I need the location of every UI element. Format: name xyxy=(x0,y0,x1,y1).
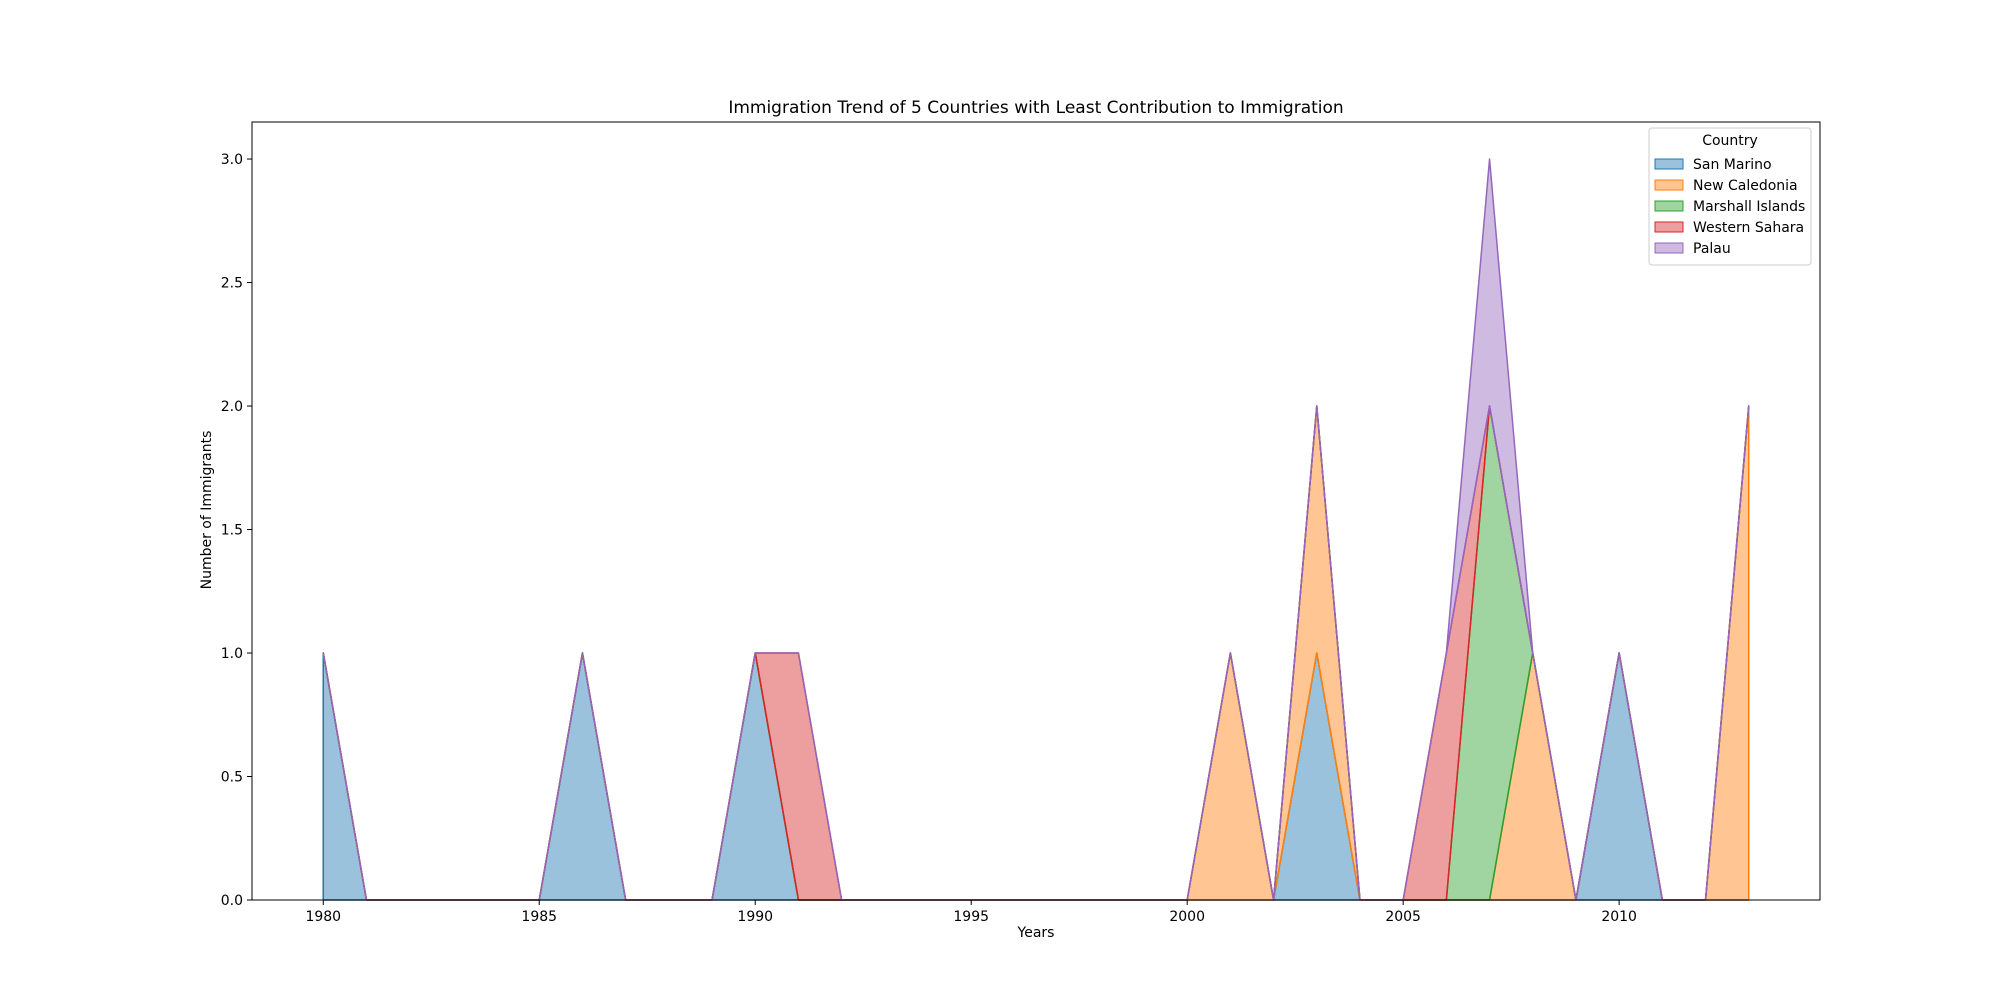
area-new-caledonia xyxy=(322,405,1750,901)
area-palau xyxy=(322,158,1750,901)
y-tick-label: 0.0 xyxy=(221,893,243,909)
legend-swatch-marshall-islands xyxy=(1654,200,1684,212)
plot-frame xyxy=(251,121,1821,901)
x-tick-label: 1995 xyxy=(953,909,989,925)
x-tick-label: 2010 xyxy=(1601,909,1637,925)
area-layers xyxy=(322,158,1750,901)
x-axis-label: Years xyxy=(1017,925,1055,941)
legend-swatch-western-sahara xyxy=(1654,221,1684,233)
legend-swatch-san-marino xyxy=(1654,158,1684,170)
legend-label-western-sahara: Western Sahara xyxy=(1693,220,1804,236)
x-tick-label: 2005 xyxy=(1385,909,1421,925)
legend-box xyxy=(1648,127,1812,266)
legend-swatch-new-caledonia xyxy=(1654,179,1684,191)
legend-title: Country xyxy=(1702,133,1758,149)
x-tick-label: 2000 xyxy=(1169,909,1205,925)
y-tick-label: 0.5 xyxy=(221,770,243,786)
legend-label-palau: Palau xyxy=(1693,241,1731,257)
chart-title: Immigration Trend of 5 Countries with Le… xyxy=(728,98,1343,118)
legend-label-new-caledonia: New Caledonia xyxy=(1693,178,1798,194)
y-tick-label: 1.5 xyxy=(221,523,243,539)
legend-label-san-marino: San Marino xyxy=(1693,157,1772,173)
y-tick-label: 3.0 xyxy=(221,152,243,168)
legend-label-marshall-islands: Marshall Islands xyxy=(1693,199,1805,215)
x-tick-label: 1990 xyxy=(737,909,773,925)
x-axis-ticks: 1980 1985 1990 1995 2000 2005 2010 xyxy=(305,900,1637,925)
y-tick-label: 2.5 xyxy=(221,276,243,292)
y-tick-label: 2.0 xyxy=(221,399,243,415)
legend-swatch-palau xyxy=(1654,242,1684,254)
y-axis-label: Number of Immigrants xyxy=(199,431,215,590)
y-axis-ticks: 0.0 0.5 1.0 1.5 2.0 2.5 3.0 xyxy=(221,152,252,909)
x-tick-label: 1985 xyxy=(521,909,557,925)
x-tick-label: 1980 xyxy=(305,909,341,925)
legend: Country San Marino New Caledonia Marshall … xyxy=(1648,127,1812,266)
y-tick-label: 1.0 xyxy=(221,646,243,662)
